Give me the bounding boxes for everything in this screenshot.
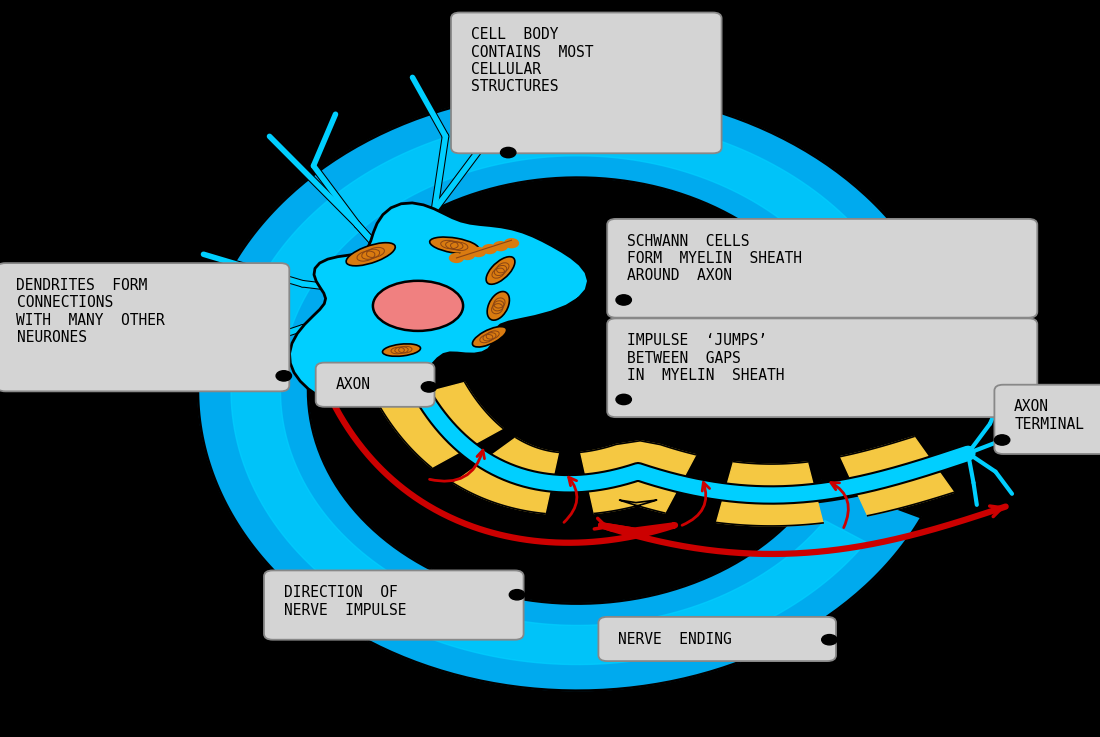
Polygon shape — [289, 203, 588, 407]
Text: CELL  BODY
CONTAINS  MOST
CELLULAR
STRUCTURES: CELL BODY CONTAINS MOST CELLULAR STRUCTU… — [471, 27, 593, 94]
Ellipse shape — [383, 344, 420, 356]
Ellipse shape — [486, 256, 515, 284]
Circle shape — [822, 635, 837, 645]
Circle shape — [504, 238, 519, 248]
Text: DIRECTION  OF
NERVE  IMPULSE: DIRECTION OF NERVE IMPULSE — [284, 585, 406, 618]
Polygon shape — [231, 116, 866, 665]
Text: AXON: AXON — [336, 377, 371, 392]
FancyBboxPatch shape — [994, 385, 1100, 454]
Polygon shape — [716, 461, 823, 526]
Ellipse shape — [487, 292, 509, 320]
Circle shape — [616, 394, 631, 405]
Polygon shape — [581, 441, 696, 514]
Text: DENDRITES  FORM
CONNECTIONS
WITH  MANY  OTHER
NEURONES: DENDRITES FORM CONNECTIONS WITH MANY OTH… — [16, 278, 165, 345]
Text: SCHWANN  CELLS
FORM  MYELIN  SHEATH
AROUND  AXON: SCHWANN CELLS FORM MYELIN SHEATH AROUND … — [627, 234, 802, 284]
Circle shape — [616, 295, 631, 305]
Ellipse shape — [346, 242, 395, 266]
FancyBboxPatch shape — [607, 219, 1037, 318]
Text: AXON
TERMINAL: AXON TERMINAL — [1014, 399, 1085, 432]
Circle shape — [471, 247, 486, 257]
Polygon shape — [378, 383, 503, 467]
Circle shape — [482, 244, 497, 254]
Circle shape — [460, 250, 475, 260]
Circle shape — [509, 590, 525, 600]
Circle shape — [449, 253, 464, 263]
Circle shape — [276, 371, 292, 381]
Circle shape — [500, 147, 516, 158]
FancyBboxPatch shape — [598, 617, 836, 661]
Circle shape — [421, 382, 437, 392]
Polygon shape — [453, 438, 559, 514]
FancyBboxPatch shape — [264, 570, 524, 640]
Text: IMPULSE  ‘JUMPS’
BETWEEN  GAPS
IN  MYELIN  SHEATH: IMPULSE ‘JUMPS’ BETWEEN GAPS IN MYELIN S… — [627, 333, 784, 383]
Ellipse shape — [430, 237, 478, 254]
Polygon shape — [198, 91, 922, 691]
FancyBboxPatch shape — [607, 318, 1037, 417]
Circle shape — [493, 241, 508, 251]
Polygon shape — [840, 436, 954, 516]
Text: NERVE  ENDING: NERVE ENDING — [618, 632, 732, 646]
FancyBboxPatch shape — [451, 13, 722, 153]
FancyBboxPatch shape — [316, 363, 434, 407]
FancyBboxPatch shape — [0, 263, 289, 391]
Ellipse shape — [472, 326, 507, 347]
Circle shape — [994, 435, 1010, 445]
Ellipse shape — [373, 281, 463, 331]
